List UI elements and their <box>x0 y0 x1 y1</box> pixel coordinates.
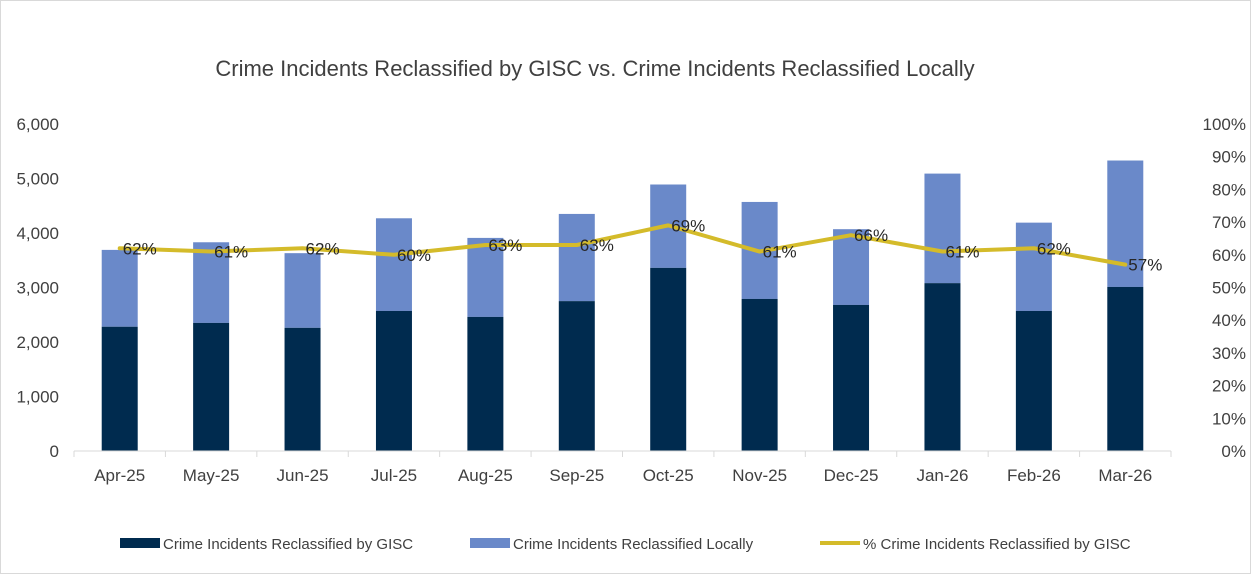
percent-point-apr-25 <box>118 246 122 250</box>
bar-gisc-mar-26 <box>1107 286 1144 451</box>
y-right-tick-label: 50% <box>1212 279 1246 298</box>
bar-local-may-25 <box>193 242 230 323</box>
y-left-tick-label: 4,000 <box>16 224 59 243</box>
percent-data-label: 57% <box>1128 256 1162 275</box>
bar-local-jun-25 <box>284 253 321 328</box>
x-tick-label: Aug-25 <box>458 466 513 485</box>
x-tick-label: Apr-25 <box>94 466 145 485</box>
y-right-tick-label: 90% <box>1212 148 1246 167</box>
percent-point-nov-25 <box>758 250 762 254</box>
legend-swatch <box>470 538 510 548</box>
percent-point-may-25 <box>209 250 213 254</box>
y-right-tick-label: 70% <box>1212 213 1246 232</box>
bar-local-jan-26 <box>924 173 961 284</box>
legend-label: Crime Incidents Reclassified by GISC <box>163 536 413 553</box>
x-tick-label: Sep-25 <box>549 466 604 485</box>
percent-point-mar-26 <box>1123 263 1127 267</box>
bar-gisc-jul-25 <box>375 310 412 451</box>
bar-gisc-aug-25 <box>467 316 504 451</box>
percent-point-jul-25 <box>392 253 396 257</box>
y-left-tick-label: 2,000 <box>16 333 59 352</box>
x-tick-label: Oct-25 <box>643 466 694 485</box>
x-tick-label: Jul-25 <box>371 466 417 485</box>
bar-local-dec-25 <box>833 229 870 305</box>
legend-item-gisc: Crime Incidents Reclassified by GISC <box>120 536 413 553</box>
percent-data-label: 62% <box>1037 239 1071 258</box>
bar-local-sep-25 <box>558 213 595 302</box>
x-tick-label: Feb-26 <box>1007 466 1061 485</box>
legend: Crime Incidents Reclassified by GISC Crim… <box>120 536 1131 553</box>
bar-gisc-nov-25 <box>741 298 778 451</box>
y-left-tick-label: 1,000 <box>16 388 59 407</box>
bar-local-feb-26 <box>1015 222 1052 311</box>
x-tick-label: Mar-26 <box>1098 466 1152 485</box>
axes-layer: Apr-25 May-25 Jun-25 Jul-25 Aug-25 Sep-25 Oct-… <box>16 115 1246 485</box>
y-left-tick-label: 5,000 <box>16 170 59 189</box>
y-left-tick-label: 0 <box>50 442 59 461</box>
bar-gisc-jun-25 <box>284 327 321 451</box>
line-layer: 62% 61% 62% 60% 63% 63% 69% 61% 66% 61% 62% 57% <box>117 216 1162 275</box>
x-tick-label: Nov-25 <box>732 466 787 485</box>
bar-gisc-oct-25 <box>650 267 687 451</box>
bar-gisc-dec-25 <box>833 304 870 451</box>
percent-data-label: 62% <box>306 239 340 258</box>
percent-point-dec-25 <box>849 233 853 237</box>
x-tick-label: Jun-25 <box>277 466 329 485</box>
bar-gisc-may-25 <box>193 322 230 451</box>
y-right-tick-label: 20% <box>1212 377 1246 396</box>
x-tick-label: Jan-26 <box>916 466 968 485</box>
legend-item-percent: % Crime Incidents Reclassified by GISC <box>820 536 1131 553</box>
y-right-tick-label: 80% <box>1212 180 1246 199</box>
percent-data-label: 69% <box>671 216 705 235</box>
percent-point-aug-25 <box>483 243 487 247</box>
y-right-tick-label: 60% <box>1212 246 1246 265</box>
percent-data-label: 63% <box>488 236 522 255</box>
percent-data-label: 61% <box>214 243 248 262</box>
percent-data-label: 61% <box>763 243 797 262</box>
percent-data-label: 60% <box>397 246 431 265</box>
percent-data-label: 62% <box>123 239 157 258</box>
bar-gisc-feb-26 <box>1015 310 1052 451</box>
legend-swatch <box>120 538 160 548</box>
legend-label: Crime Incidents Reclassified Locally <box>513 536 754 553</box>
legend-label: % Crime Incidents Reclassified by GISC <box>863 536 1131 553</box>
y-right-tick-label: 100% <box>1203 115 1246 134</box>
y-right-tick-label: 40% <box>1212 311 1246 330</box>
y-left-tick-label: 3,000 <box>16 279 59 298</box>
chart-title: Crime Incidents Reclassified by GISC vs.… <box>215 56 974 81</box>
percent-point-jan-26 <box>940 250 944 254</box>
percent-point-oct-25 <box>666 223 670 227</box>
percent-data-label: 66% <box>854 226 888 245</box>
y-right-tick-label: 10% <box>1212 409 1246 428</box>
legend-item-local: Crime Incidents Reclassified Locally <box>470 536 754 553</box>
bar-gisc-apr-25 <box>101 326 138 451</box>
x-tick-label: Dec-25 <box>824 466 879 485</box>
x-tick-label: May-25 <box>183 466 240 485</box>
y-right-tick-label: 0% <box>1221 442 1246 461</box>
bar-local-jul-25 <box>375 218 412 311</box>
percent-data-label: 61% <box>945 243 979 262</box>
percent-data-label: 63% <box>580 236 614 255</box>
y-left-tick-label: 6,000 <box>16 115 59 134</box>
percent-point-feb-26 <box>1032 246 1036 250</box>
percent-point-jun-25 <box>301 246 305 250</box>
bar-gisc-jan-26 <box>924 283 961 451</box>
percent-line <box>117 223 1128 267</box>
bar-local-apr-25 <box>101 249 138 327</box>
y-right-tick-label: 30% <box>1212 344 1246 363</box>
bar-layer <box>101 160 1144 451</box>
bar-gisc-sep-25 <box>558 301 595 451</box>
bar-local-aug-25 <box>467 237 504 317</box>
percent-point-sep-25 <box>575 243 579 247</box>
